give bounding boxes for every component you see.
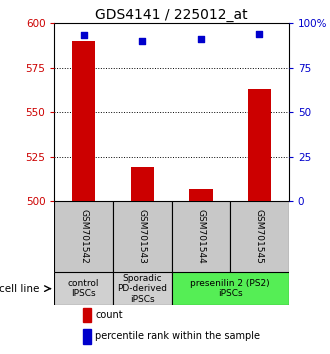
- Text: percentile rank within the sample: percentile rank within the sample: [95, 331, 260, 341]
- Text: presenilin 2 (PS2)
iPSCs: presenilin 2 (PS2) iPSCs: [190, 279, 270, 298]
- Bar: [113, 201, 172, 273]
- Text: GSM701544: GSM701544: [196, 210, 205, 264]
- Text: count: count: [95, 310, 123, 320]
- Text: cell line: cell line: [0, 284, 39, 293]
- Text: GSM701545: GSM701545: [255, 209, 264, 264]
- Bar: [172, 273, 289, 305]
- Bar: [189, 189, 213, 201]
- Point: [198, 36, 204, 42]
- Title: GDS4141 / 225012_at: GDS4141 / 225012_at: [95, 8, 248, 22]
- Point: [81, 33, 86, 38]
- Bar: [54, 201, 113, 273]
- Bar: [82, 308, 91, 322]
- Bar: [54, 273, 113, 305]
- Bar: [113, 273, 172, 305]
- Bar: [82, 329, 91, 343]
- Bar: [230, 201, 289, 273]
- Bar: [131, 167, 154, 201]
- Text: control
IPSCs: control IPSCs: [68, 279, 99, 298]
- Text: GSM701543: GSM701543: [138, 209, 147, 264]
- Point: [257, 31, 262, 36]
- Bar: [72, 41, 95, 201]
- Bar: [172, 201, 230, 273]
- Bar: [248, 89, 271, 201]
- Point: [140, 38, 145, 44]
- Text: Sporadic
PD-derived
iPSCs: Sporadic PD-derived iPSCs: [117, 274, 167, 303]
- Text: GSM701542: GSM701542: [79, 210, 88, 264]
